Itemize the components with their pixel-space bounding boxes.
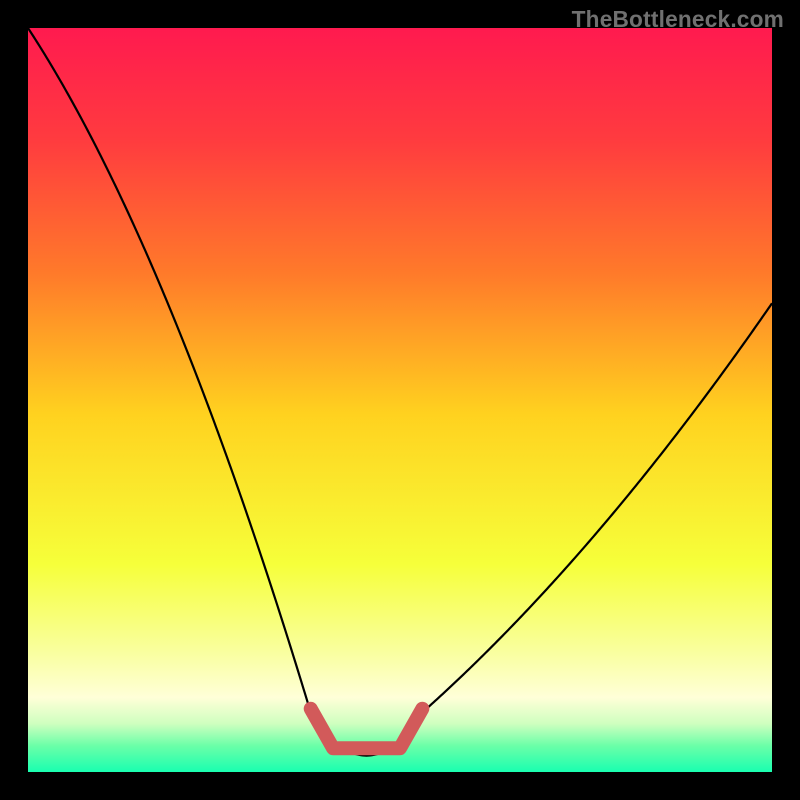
chart-frame: TheBottleneck.com (0, 0, 800, 800)
chart-svg (28, 28, 772, 772)
plot-area (28, 28, 772, 772)
plot-background (28, 28, 772, 772)
